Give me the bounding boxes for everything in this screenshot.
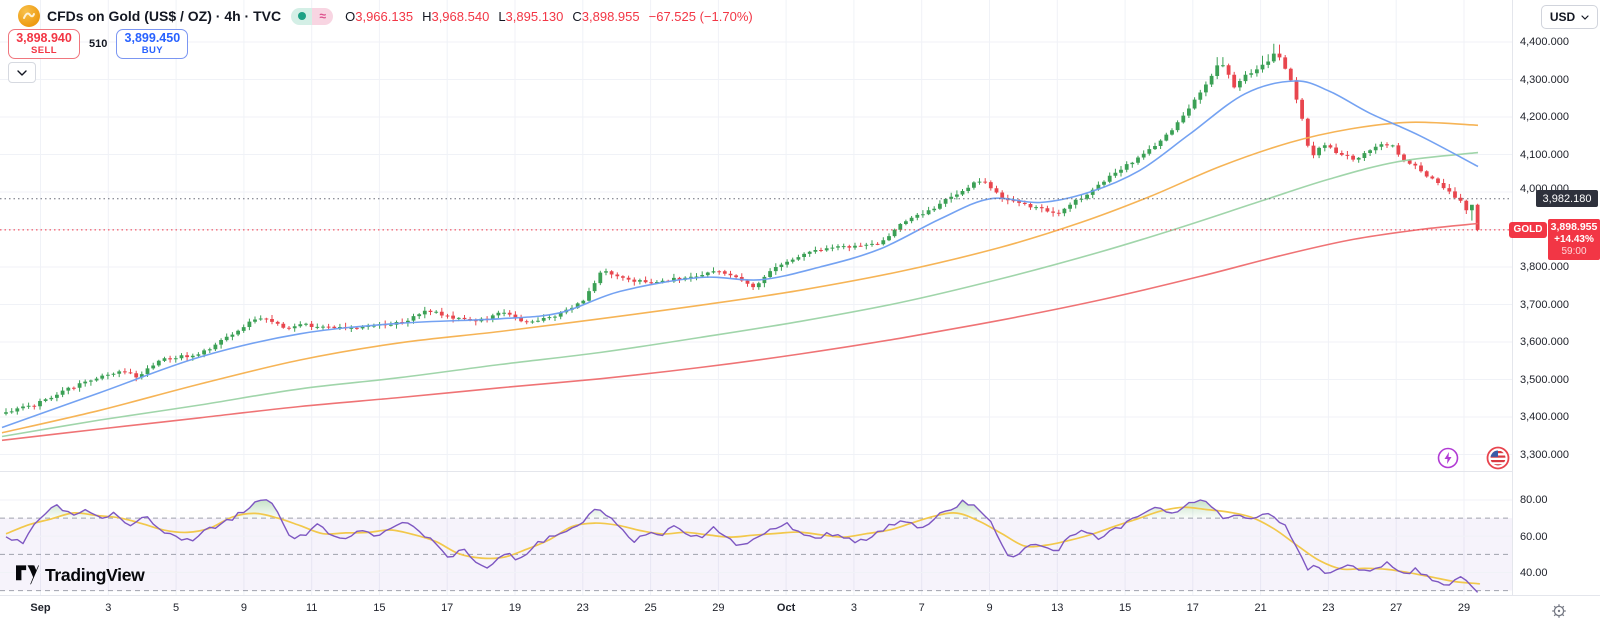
time-axis[interactable]: Sep 3 5 9 11 15 17 19 23 25 29 Oct 3 7 9 13 15 17 21 23 27 29 (0, 596, 1600, 632)
high-value: H3,968.540 (422, 8, 490, 24)
price-axis-separator (1512, 0, 1513, 632)
time-axis-label: 15 (373, 602, 386, 614)
time-axis-label: Sep (30, 602, 51, 614)
last-price-tag: 3,898.955 +14.43% 59:00 (1548, 218, 1600, 260)
trade-panel: 3,898.940 SELL 510 3,899.450 BUY (8, 29, 189, 59)
time-axis-label: 5 (173, 602, 180, 614)
time-axis-label: 3 (105, 602, 112, 614)
time-axis-label: 7 (918, 602, 925, 614)
tradingview-watermark[interactable]: TradingView (16, 565, 145, 586)
pane-separator[interactable] (0, 471, 1600, 472)
rsi-overbought-fill (40, 499, 1276, 519)
timezone-settings-gear-icon[interactable] (1549, 601, 1569, 621)
delayed-data-icon: ≈ (312, 7, 334, 25)
chevron-down-icon (17, 69, 27, 76)
price-axis-label: 4,200.000 (1520, 111, 1569, 123)
time-axis-label: 23 (1322, 602, 1335, 614)
buy-button[interactable]: 3,899.450 BUY (116, 29, 189, 59)
collapse-trade-panel-button[interactable] (8, 62, 36, 83)
price-axis-label: 80.00 (1520, 494, 1548, 506)
time-axis-label: 13 (1051, 602, 1064, 614)
prev-close-tag: 3,982.180 (1536, 190, 1598, 208)
price-axis-label: 3,500.000 (1520, 373, 1569, 386)
symbol-header: CFDs on Gold (US$ / OZ) · 4h · TVC ≈ O3,… (18, 4, 753, 28)
time-axis-label: 29 (1457, 602, 1471, 614)
price-axis-label: 3,700.000 (1520, 298, 1569, 311)
market-open-icon (291, 7, 313, 25)
us-flag-event-icon[interactable] (1486, 446, 1510, 470)
tradingview-logo-icon (16, 565, 39, 585)
ohlc-values: O3,966.135 H3,968.540 L3,895.130 C3,898.… (345, 9, 753, 24)
rsi-line (5, 499, 1479, 593)
time-axis-label: 27 (1390, 602, 1403, 614)
ma-slowest-red-line (1, 222, 1479, 442)
time-axis-label: 17 (1186, 602, 1199, 614)
time-axis-label: 9 (240, 602, 247, 614)
time-axis-label: 25 (644, 602, 657, 614)
change-value: −67.525 (−1.70%) (648, 8, 753, 24)
ma-medium-orange-line (1, 121, 1479, 434)
time-axis-label: 11 (305, 602, 318, 614)
chevron-down-icon (1581, 14, 1589, 20)
currency-dropdown[interactable]: USD (1541, 5, 1598, 29)
time-axis-label: 15 (1118, 602, 1132, 614)
close-value: C3,898.955 (572, 8, 640, 24)
chart-svg[interactable] (0, 0, 1512, 632)
time-axis-label: 19 (508, 602, 522, 614)
price-axis-label: 4,300.000 (1520, 73, 1569, 86)
time-axis-label: 23 (576, 602, 589, 614)
ma-slow-green-line (1, 151, 1479, 438)
spread-value: 510 (89, 38, 108, 50)
price-axis-label: 4,400.000 (1520, 36, 1569, 48)
rsi-ma-line (5, 506, 1481, 585)
price-axis-label: 40.00 (1520, 566, 1548, 579)
time-axis-label: 21 (1254, 602, 1267, 614)
flash-event-icon[interactable] (1437, 447, 1459, 469)
coin-glyph (23, 12, 35, 19)
bar-countdown: 59:00 (1561, 245, 1587, 257)
time-axis-label: 3 (850, 602, 857, 614)
price-axis-label: 60.00 (1520, 530, 1548, 543)
market-status-pill[interactable]: ≈ (291, 7, 334, 25)
time-axis-label: 29 (712, 602, 725, 614)
sell-button[interactable]: 3,898.940 SELL (8, 29, 80, 59)
time-axis-label: 9 (986, 602, 993, 614)
price-axis-label: 3,600.000 (1520, 336, 1569, 348)
symbol-title[interactable]: CFDs on Gold (US$ / OZ) · 4h · TVC (47, 8, 282, 24)
ma-fast-blue-line (1, 80, 1479, 429)
chart-canvas[interactable] (0, 0, 1512, 632)
time-axis-label: Oct (776, 602, 796, 614)
gold-symbol-icon (18, 5, 40, 27)
symbol-line-badge: GOLD (1509, 221, 1547, 238)
price-axis-label: 3,300.000 (1520, 448, 1569, 461)
price-axis[interactable]: 4,400.000 4,300.000 4,200.000 4,100.000 4,00… (1513, 0, 1600, 595)
price-axis-label: 3,400.000 (1520, 411, 1569, 423)
price-axis-label: 3,800.000 (1520, 261, 1569, 273)
tradingview-logo-text: TradingView (45, 565, 145, 585)
low-value: L3,895.130 (498, 8, 564, 24)
price-axis-label: 4,100.000 (1520, 148, 1569, 161)
time-axis-label: 17 (441, 602, 454, 614)
open-value: O3,966.135 (345, 8, 414, 24)
time-axis-separator (0, 595, 1600, 596)
candle-bodies (4, 53, 1480, 414)
